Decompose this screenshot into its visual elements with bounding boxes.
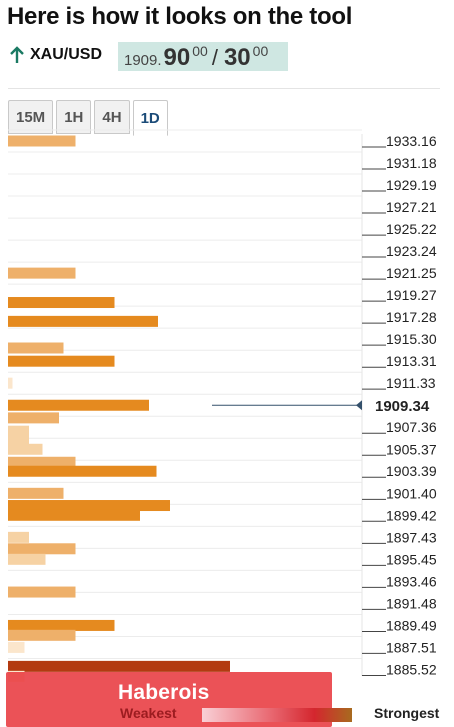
- price-level-label: 1927.21: [386, 199, 437, 215]
- current-price-marker-icon: [356, 400, 362, 411]
- legend-strongest: Strongest: [374, 705, 440, 721]
- confluence-bar: [8, 443, 43, 455]
- timeframe-tabs: 15M 1H 4H 1D: [8, 100, 171, 136]
- price-level-label: 1885.52: [386, 661, 437, 677]
- confluence-bar: [8, 425, 29, 437]
- confluence-bar: [8, 465, 157, 477]
- symbol-row: XAU/USD: [8, 40, 102, 70]
- price-level-label: 1933.16: [386, 133, 437, 149]
- confluence-bar: [8, 342, 64, 354]
- price-level-label: 1929.19: [386, 177, 437, 193]
- current-price-label: 1909.34: [375, 398, 430, 415]
- price-level-label: 1917.28: [386, 309, 437, 325]
- confluence-bar: [8, 267, 76, 279]
- confluence-bar: [8, 586, 76, 598]
- bid-sup: 00: [192, 43, 208, 59]
- price-level-label: 1891.48: [386, 595, 437, 611]
- confluence-bar: [8, 456, 76, 468]
- confluence-bar: [8, 629, 76, 641]
- price-level-label: 1905.37: [386, 441, 437, 457]
- pair-symbol: XAU/USD: [30, 46, 103, 63]
- confluence-bar: [8, 377, 13, 389]
- ask-big: 30: [223, 44, 251, 71]
- price-level-label: 1925.22: [386, 221, 437, 237]
- price-level-label: 1913.31: [386, 353, 437, 369]
- legend-weakest: Weakest: [120, 705, 177, 721]
- confluence-bar: [8, 553, 46, 565]
- confluence-bar: [8, 641, 25, 653]
- confluence-bar: [8, 355, 115, 367]
- confluence-bar: [8, 619, 115, 631]
- confluence-bar: [8, 531, 29, 543]
- quote-box: 1909. 90 00 / 30 00: [118, 42, 288, 71]
- confluence-bar: [8, 660, 230, 672]
- quote-slash: /: [211, 45, 218, 70]
- header-divider: [8, 88, 440, 89]
- confluence-bar: [8, 297, 115, 309]
- price-level-label: 1931.18: [386, 155, 437, 171]
- price-level-label: 1907.36: [386, 419, 437, 435]
- watermark-text: Haberois: [118, 681, 210, 704]
- price-level-label: 1893.46: [386, 573, 437, 589]
- tab-15m[interactable]: 15M: [8, 100, 54, 134]
- price-level-label: 1911.33: [386, 375, 436, 391]
- confluence-bar: [8, 500, 170, 512]
- tab-1h[interactable]: 1H: [56, 100, 92, 134]
- price-level-label: 1897.43: [386, 529, 437, 545]
- confluence-bar: [8, 487, 64, 499]
- price-level-label: 1921.25: [386, 265, 437, 281]
- price-level-label: 1889.49: [386, 617, 437, 633]
- price-level-label: 1901.40: [386, 485, 437, 501]
- page-title: Here is how it looks on the tool: [7, 3, 353, 30]
- ask-sup: 00: [252, 43, 269, 59]
- price-level-label: 1887.51: [386, 639, 437, 655]
- price-level-label: 1899.42: [386, 507, 437, 523]
- confluence-bar: [8, 399, 149, 411]
- price-level-label: 1919.27: [386, 287, 437, 303]
- confluence-bar: [8, 543, 76, 555]
- confluence-bar: [8, 433, 29, 445]
- price-level-label: 1923.24: [386, 243, 437, 259]
- confluence-bar: [8, 412, 59, 424]
- price-level-label: 1903.39: [386, 463, 437, 479]
- tab-4h[interactable]: 4H: [94, 100, 130, 134]
- price-level-label: 1895.45: [386, 551, 437, 567]
- strength-gradient: [202, 708, 352, 722]
- bid-big: 90: [163, 44, 191, 71]
- price-level-label: 1915.30: [386, 331, 437, 347]
- confluence-bar: [8, 315, 158, 327]
- arrow-up-icon: [10, 46, 24, 63]
- confluence-bar: [8, 509, 140, 521]
- quote-int: 1909.: [124, 52, 162, 69]
- confluence-bar: [8, 135, 76, 147]
